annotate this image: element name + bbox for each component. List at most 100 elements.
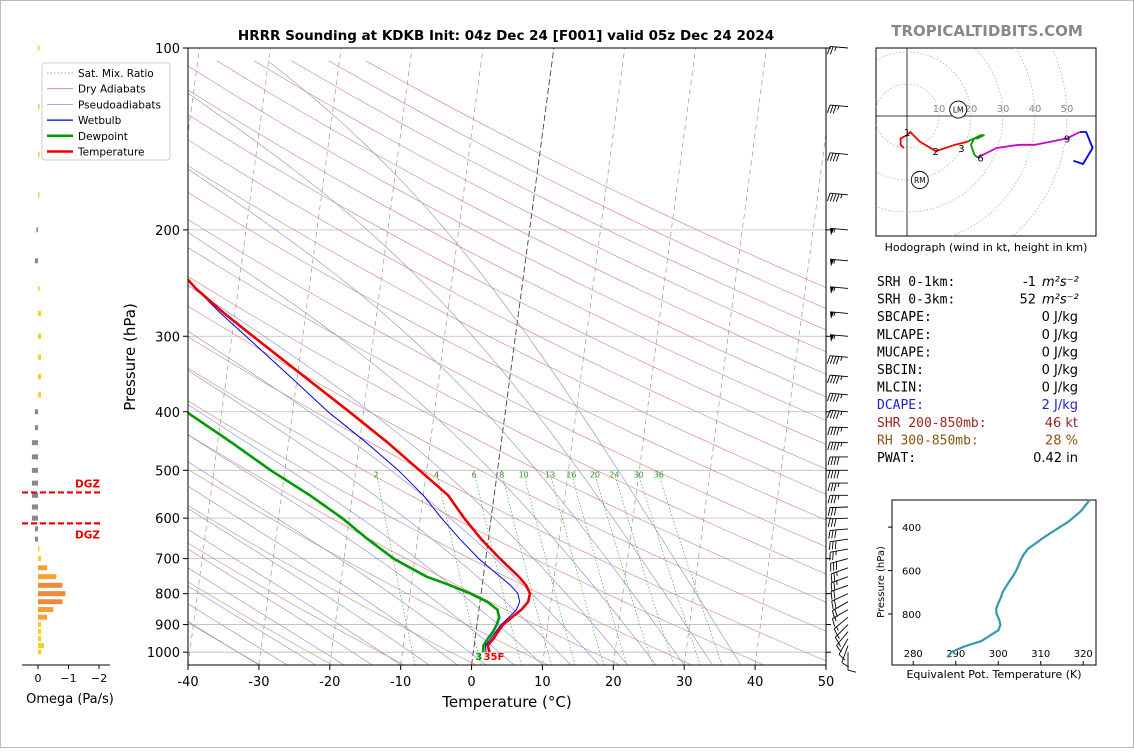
omega-bar xyxy=(32,504,38,509)
hodograph-ring-label: 10 xyxy=(933,104,946,115)
index-label: SBCIN: xyxy=(877,363,924,378)
mixing-ratio-label: 16 xyxy=(566,471,576,480)
dgz-label: DGZ xyxy=(75,478,100,490)
omega-bar xyxy=(36,227,38,232)
legend-entry: Wetbulb xyxy=(78,115,122,127)
index-value: 0 J/kg xyxy=(1042,363,1078,378)
omega-bar xyxy=(32,454,38,459)
omega-bar xyxy=(38,392,41,397)
y-tick-label: 400 xyxy=(155,406,180,421)
mixing-ratio-label: 4 xyxy=(434,471,439,480)
mixing-ratio-label: 10 xyxy=(519,471,529,480)
mixing-ratio-label: 2 xyxy=(373,471,378,480)
legend-entry: Temperature xyxy=(77,147,145,159)
omega-bar xyxy=(35,425,38,430)
index-value: 0 J/kg xyxy=(1042,381,1078,396)
hodograph-height-label: 3 xyxy=(958,144,964,155)
omega-bar xyxy=(38,574,56,579)
x-tick-label: -20 xyxy=(319,675,340,690)
dgz-label: DGZ xyxy=(75,529,100,541)
skewt-xlabel: Temperature (°C) xyxy=(441,693,571,711)
omega-bar xyxy=(32,481,38,486)
omega-bar xyxy=(32,440,38,445)
mixing-ratio-label: 30 xyxy=(634,471,644,480)
x-tick-label: 30 xyxy=(676,675,693,690)
omega-bar xyxy=(38,636,41,641)
mixing-ratio-label: 6 xyxy=(472,471,477,480)
index-label: MLCIN: xyxy=(877,381,924,396)
omega-bar xyxy=(38,286,40,291)
omega-bar xyxy=(38,192,40,197)
thetae-x-tick-label: 280 xyxy=(904,649,923,660)
index-value: 28 % xyxy=(1045,433,1078,448)
storm-motion-label: LM xyxy=(953,106,964,115)
thetae-ylabel: Pressure (hPa) xyxy=(876,546,887,618)
y-tick-label: 200 xyxy=(155,224,180,239)
thetae-x-tick-label: 310 xyxy=(1031,649,1050,660)
omega-tick-label: 0 xyxy=(35,672,42,685)
hodograph-ring-label: 40 xyxy=(1029,104,1042,115)
omega-xlabel: Omega (Pa/s) xyxy=(26,692,114,707)
omega-bar xyxy=(38,583,62,588)
legend-entry: Pseudoadiabats xyxy=(78,99,161,111)
mixing-ratio-label: 13 xyxy=(545,471,555,480)
omega-bar xyxy=(38,104,40,109)
mixing-ratio-label: 8 xyxy=(499,471,504,480)
omega-bar xyxy=(38,599,62,604)
omega-bar xyxy=(38,591,65,596)
omega-bar xyxy=(38,565,47,570)
thetae-y-tick-label: 800 xyxy=(902,610,921,621)
omega-tick-label: −2 xyxy=(91,672,107,685)
hodograph-caption: Hodograph (wind in kt, height in km) xyxy=(885,241,1088,254)
omega-bar xyxy=(32,493,38,498)
legend-entry: Dry Adiabats xyxy=(78,84,146,96)
legend-entry: Dewpoint xyxy=(78,131,128,143)
omega-bar xyxy=(38,46,40,51)
omega-bar xyxy=(38,643,44,648)
omega-bar xyxy=(35,526,38,531)
hodograph-ring-label: 50 xyxy=(1061,104,1074,115)
omega-bar xyxy=(32,516,38,521)
x-tick-label: -40 xyxy=(177,675,198,690)
index-label: RH 300-850mb: xyxy=(877,433,979,448)
storm-motion-label: RM xyxy=(914,176,926,185)
y-tick-label: 500 xyxy=(155,464,180,479)
index-value: 0 J/kg xyxy=(1042,345,1078,360)
x-tick-label: 50 xyxy=(818,675,835,690)
index-label: PWAT: xyxy=(877,451,916,466)
index-value: 0 J/kg xyxy=(1042,328,1078,343)
index-value: 0.42 in xyxy=(1033,451,1078,466)
chart-title: HRRR Sounding at KDKB Init: 04z Dec 24 [… xyxy=(238,28,774,44)
omega-bar xyxy=(38,334,41,339)
mixing-ratio-label: 36 xyxy=(654,471,664,480)
hodograph-height-label: 1 xyxy=(904,128,910,139)
hodograph-height-label: 6 xyxy=(977,154,983,165)
omega-bar xyxy=(38,311,41,316)
x-tick-label: 20 xyxy=(605,675,622,690)
index-unit: m²s⁻² xyxy=(1042,293,1079,308)
skewt-ylabel: Pressure (hPa) xyxy=(121,303,139,411)
y-tick-label: 1000 xyxy=(147,646,180,661)
index-label: MUCAPE: xyxy=(877,345,932,360)
index-label: SBCAPE: xyxy=(877,310,932,325)
index-label: SRH 0-1km: xyxy=(877,275,955,290)
thetae-xlabel: Equivalent Pot. Temperature (K) xyxy=(906,668,1081,681)
omega-bar xyxy=(35,258,38,263)
omega-bar xyxy=(38,152,40,157)
omega-bar xyxy=(38,547,40,552)
x-tick-label: 40 xyxy=(747,675,764,690)
x-tick-label: 10 xyxy=(534,675,551,690)
hodograph-ring-label: 30 xyxy=(997,104,1010,115)
omega-bar xyxy=(38,615,47,620)
index-unit: m²s⁻² xyxy=(1042,275,1079,290)
hodograph-height-label: 2 xyxy=(933,147,939,158)
index-value: 0 J/kg xyxy=(1042,310,1078,325)
index-label: DCAPE: xyxy=(877,398,924,413)
x-tick-label: -30 xyxy=(248,675,269,690)
index-label: MLCAPE: xyxy=(877,328,932,343)
thetae-y-tick-label: 400 xyxy=(902,523,921,534)
